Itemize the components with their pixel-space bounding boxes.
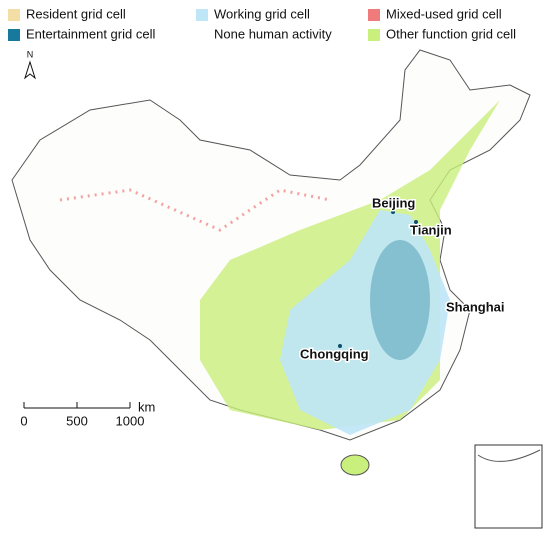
legend-label: Other function grid cell (386, 26, 516, 41)
activity-blue (280, 210, 450, 435)
hainan (340, 454, 370, 476)
city-dot (338, 344, 342, 348)
legend-swatch (8, 9, 20, 21)
activity-red (59, 188, 331, 232)
legend-label: None human activity (214, 26, 332, 41)
city-label: Chongqing (300, 346, 369, 361)
scale-tick-label: 0 (20, 413, 27, 428)
china-map: N (11, 49, 543, 529)
city-label: Beijing (372, 195, 415, 210)
inset-coast (477, 449, 541, 462)
city-dot (456, 309, 460, 313)
north-label: N (27, 49, 34, 59)
scale-unit: km (138, 399, 155, 414)
scale-tick-label: 1000 (116, 413, 145, 428)
legend-swatch (196, 9, 208, 21)
legend-label: Entertainment grid cell (26, 26, 155, 41)
legend-label: Working grid cell (214, 6, 310, 21)
city-dot (391, 210, 395, 214)
city-label: Shanghai (446, 299, 505, 314)
city-label: Tianjin (410, 222, 452, 237)
city-dot (414, 220, 418, 224)
legend-label: Mixed-used grid cell (386, 6, 502, 21)
legend-swatch (368, 9, 380, 21)
inset-frame (474, 444, 543, 529)
legend-swatch (368, 29, 380, 41)
legend-label: Resident grid cell (26, 6, 126, 21)
scale-tick-label: 500 (66, 413, 88, 428)
north-arrow (24, 60, 36, 80)
activity-dark (370, 240, 430, 360)
legend-swatch (8, 29, 20, 41)
